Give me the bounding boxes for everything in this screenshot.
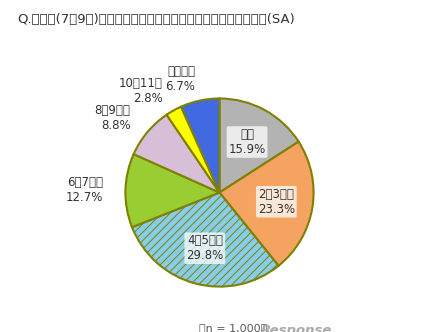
Wedge shape	[166, 107, 219, 193]
Text: 6〜7日間
12.7%: 6〜7日間 12.7%	[66, 176, 103, 204]
Text: ない
15.9%: ない 15.9%	[228, 128, 265, 156]
Text: Q.この夏(7〜9月)の連続休暇日数は何日程度になりそうですか。(SA): Q.この夏(7〜9月)の連続休暇日数は何日程度になりそうですか。(SA)	[18, 13, 295, 26]
Wedge shape	[219, 99, 298, 193]
Wedge shape	[132, 193, 278, 287]
Wedge shape	[219, 142, 313, 266]
Wedge shape	[125, 154, 219, 227]
Text: それ以上
6.7%: それ以上 6.7%	[165, 65, 195, 93]
Text: 8〜9日間
8.8%: 8〜9日間 8.8%	[94, 104, 130, 132]
Text: Response.: Response.	[261, 324, 336, 332]
Text: 4〜5日間
29.8%: 4〜5日間 29.8%	[186, 234, 223, 262]
Text: 10〜11日
2.8%: 10〜11日 2.8%	[119, 77, 162, 105]
Wedge shape	[180, 99, 219, 193]
Text: （n = 1,000）: （n = 1,000）	[198, 323, 266, 332]
Text: 2〜3日間
23.3%: 2〜3日間 23.3%	[257, 188, 294, 216]
Wedge shape	[133, 115, 219, 193]
